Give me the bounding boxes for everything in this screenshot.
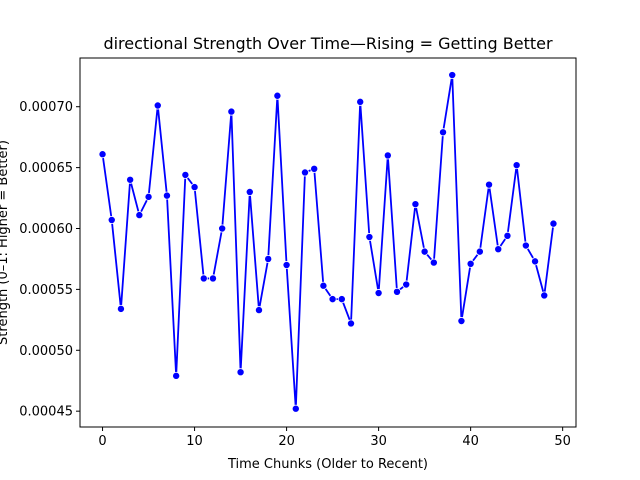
data-point	[153, 101, 162, 110]
data-point	[429, 258, 438, 267]
data-point	[227, 107, 236, 116]
data-point	[485, 180, 494, 189]
data-point	[172, 371, 181, 380]
data-point	[107, 215, 116, 224]
data-point	[162, 191, 171, 200]
data-point	[466, 259, 475, 268]
y-tick-label: 0.00070	[19, 100, 73, 115]
plot-area-frame	[79, 57, 577, 428]
data-point	[393, 287, 402, 296]
data-point	[199, 274, 208, 283]
data-point	[282, 261, 291, 270]
data-point	[337, 295, 346, 304]
chart-title: directional Strength Over Time—Rising = …	[103, 34, 553, 53]
data-point	[475, 247, 484, 256]
data-point	[236, 368, 245, 377]
data-point	[300, 168, 309, 177]
x-tick-label: 20	[278, 434, 295, 449]
y-tick-label: 0.00050	[19, 344, 73, 359]
data-point	[365, 233, 374, 242]
data-point	[503, 231, 512, 240]
data-point	[245, 187, 254, 196]
y-tick-label: 0.00055	[19, 283, 73, 298]
data-point	[273, 91, 282, 100]
y-axis-ticks: 0.00045 0.00050 0.00055 0.00060 0.00065 0.000…	[19, 100, 80, 420]
data-point	[411, 200, 420, 209]
data-point	[208, 274, 217, 283]
data-point	[254, 306, 263, 315]
data-point	[135, 211, 144, 220]
data-point	[328, 295, 337, 304]
data-point	[512, 161, 521, 170]
y-tick-label: 0.00060	[19, 222, 73, 237]
data-point	[549, 219, 558, 228]
data-point	[540, 291, 549, 300]
data-point	[494, 245, 503, 254]
data-point	[98, 150, 107, 159]
data-point	[319, 281, 328, 290]
data-point	[144, 192, 153, 201]
y-axis-label: Strength (0–1: Higher = Better)	[0, 140, 11, 345]
data-point	[264, 254, 273, 263]
y-tick-label: 0.00045	[19, 405, 73, 420]
data-point	[521, 241, 530, 250]
x-tick-label: 30	[370, 434, 387, 449]
x-tick-label: 10	[186, 434, 203, 449]
data-point	[457, 317, 466, 326]
x-axis-label: Time Chunks (Older to Recent)	[227, 457, 428, 472]
data-point	[116, 304, 125, 313]
data-point	[218, 224, 227, 233]
x-tick-label: 0	[98, 434, 106, 449]
data-point	[126, 175, 135, 184]
series-layer	[98, 71, 558, 413]
data-point	[310, 164, 319, 173]
y-tick-label: 0.00065	[19, 161, 73, 176]
data-point	[347, 319, 356, 328]
x-tick-label: 40	[462, 434, 479, 449]
data-point	[402, 280, 411, 289]
data-point	[531, 257, 540, 266]
data-point	[448, 71, 457, 80]
x-axis-ticks: 0 10 20 30 40 50	[98, 427, 571, 449]
data-point	[356, 97, 365, 106]
data-point	[374, 289, 383, 298]
data-point	[439, 128, 448, 137]
data-point	[291, 404, 300, 413]
x-tick-label: 50	[554, 434, 571, 449]
data-point	[383, 151, 392, 160]
data-point	[181, 170, 190, 179]
data-point	[190, 183, 199, 192]
data-point	[420, 247, 429, 256]
